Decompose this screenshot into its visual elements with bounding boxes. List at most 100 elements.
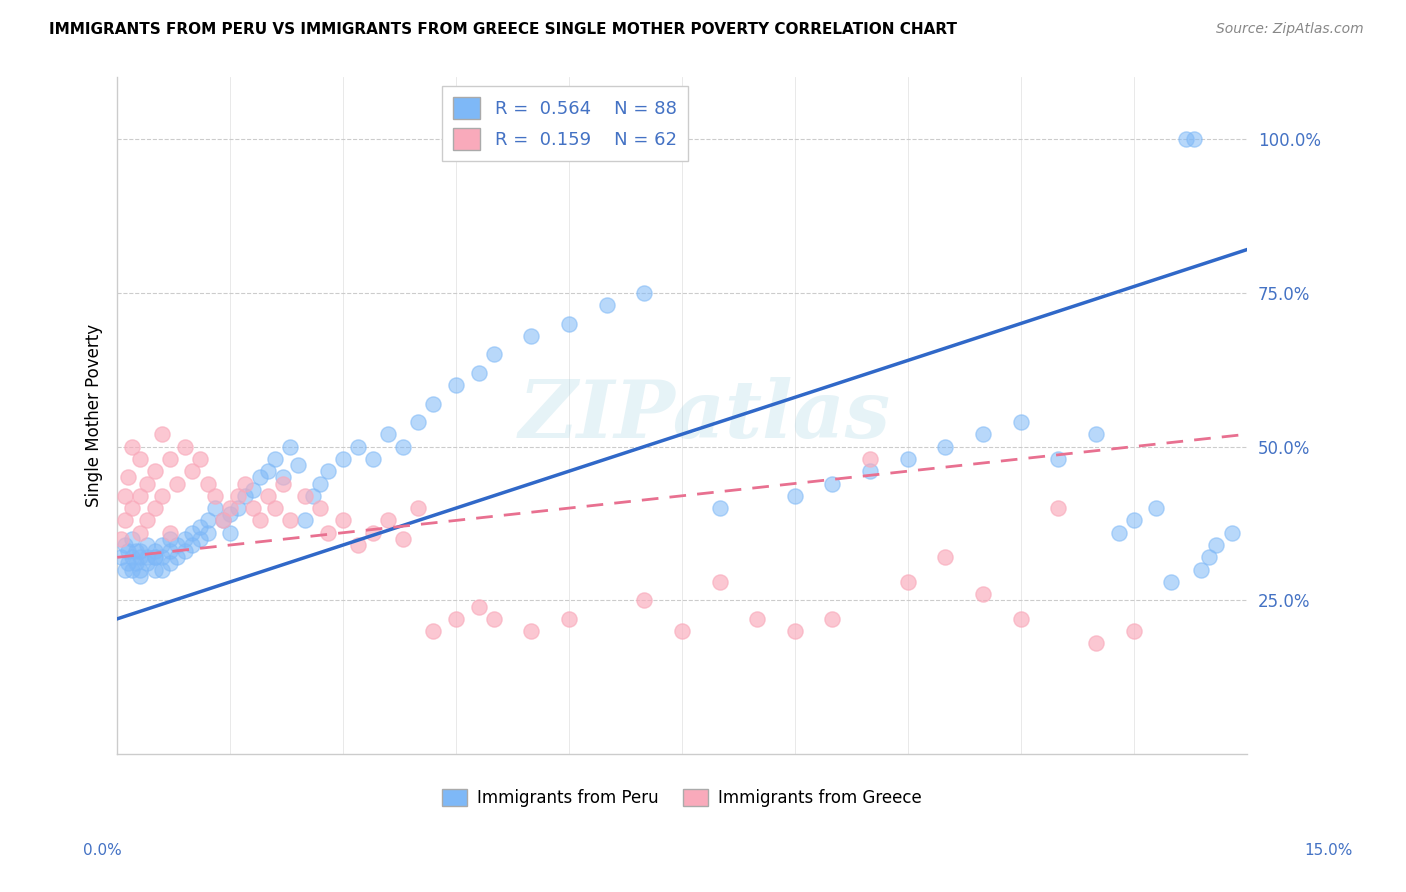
Point (128, 569, 150, 583)
Point (783, 489, 806, 503)
Point (125, 544, 148, 558)
Point (1085, 427, 1108, 442)
Text: ZIPatlas: ZIPatlas (519, 377, 890, 455)
Point (174, 440, 197, 454)
Point (309, 501, 332, 516)
Point (1010, 612, 1032, 626)
Point (143, 501, 166, 516)
Point (361, 525, 384, 540)
Point (520, 624, 543, 639)
Point (1108, 525, 1130, 540)
Point (226, 501, 249, 516)
Point (467, 366, 489, 380)
Point (204, 501, 226, 516)
Point (256, 464, 278, 478)
Point (859, 464, 882, 478)
Point (408, 415, 430, 429)
Point (633, 285, 655, 300)
Point (309, 476, 332, 491)
Point (294, 489, 316, 503)
Point (211, 513, 233, 527)
Point (188, 532, 211, 546)
Point (128, 550, 150, 565)
Point (150, 427, 173, 442)
Point (408, 501, 430, 516)
Point (114, 563, 136, 577)
Point (264, 451, 287, 466)
Point (316, 464, 339, 478)
Point (159, 557, 181, 571)
Point (181, 538, 204, 552)
Point (280, 513, 302, 527)
Point (166, 538, 188, 552)
Point (174, 544, 197, 558)
Point (110, 532, 132, 546)
Point (242, 483, 264, 497)
Point (125, 557, 148, 571)
Point (121, 532, 143, 546)
Text: 15.0%: 15.0% (1305, 843, 1353, 858)
Point (1160, 574, 1182, 589)
Point (821, 476, 844, 491)
Point (150, 489, 173, 503)
Point (783, 624, 806, 639)
Point (211, 513, 233, 527)
Point (361, 451, 384, 466)
Point (1047, 451, 1070, 466)
Point (520, 329, 543, 343)
Point (197, 476, 219, 491)
Point (143, 544, 166, 558)
Point (159, 532, 181, 546)
Point (1175, 132, 1198, 146)
Point (143, 563, 166, 577)
Point (136, 557, 159, 571)
Point (859, 451, 882, 466)
Point (709, 574, 731, 589)
Point (128, 451, 150, 466)
Point (1085, 636, 1108, 650)
Point (332, 513, 354, 527)
Point (219, 525, 242, 540)
Point (633, 593, 655, 607)
Point (280, 440, 302, 454)
Point (136, 550, 159, 565)
Point (271, 470, 294, 484)
Point (166, 476, 188, 491)
Point (233, 489, 256, 503)
Point (181, 464, 204, 478)
Point (1189, 563, 1212, 577)
Point (972, 427, 994, 442)
Point (256, 489, 278, 503)
Point (117, 544, 139, 558)
Point (204, 489, 226, 503)
Point (114, 513, 136, 527)
Point (143, 550, 166, 565)
Point (316, 525, 339, 540)
Point (422, 624, 444, 639)
Point (181, 525, 204, 540)
Point (114, 489, 136, 503)
Point (595, 298, 617, 312)
Point (136, 476, 159, 491)
Point (1220, 525, 1243, 540)
Point (332, 451, 354, 466)
Point (709, 501, 731, 516)
Point (671, 624, 693, 639)
Point (482, 612, 505, 626)
Point (558, 612, 581, 626)
Point (392, 532, 415, 546)
Point (159, 525, 181, 540)
Point (143, 550, 166, 565)
Point (392, 440, 415, 454)
Point (226, 489, 249, 503)
Point (1205, 538, 1227, 552)
Point (121, 550, 143, 565)
Point (150, 538, 173, 552)
Point (117, 470, 139, 484)
Point (1122, 624, 1144, 639)
Point (377, 513, 399, 527)
Point (159, 544, 181, 558)
Point (249, 513, 271, 527)
Point (219, 508, 242, 522)
Text: Source: ZipAtlas.com: Source: ZipAtlas.com (1216, 22, 1364, 37)
